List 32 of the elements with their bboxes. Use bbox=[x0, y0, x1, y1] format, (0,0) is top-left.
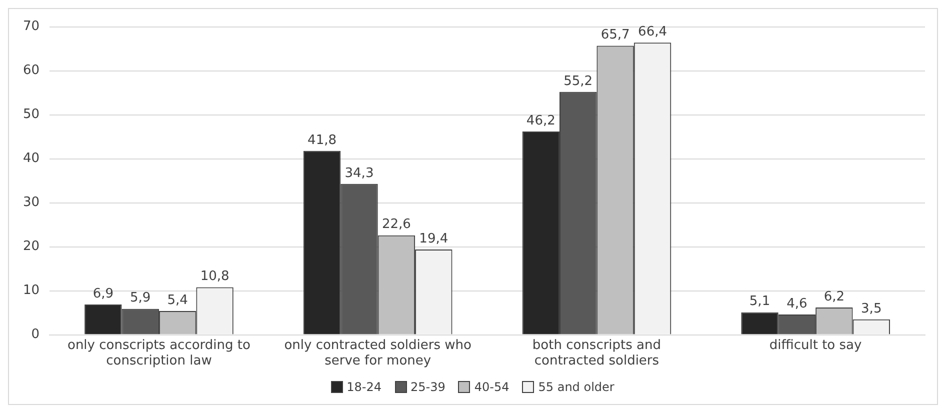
legend-label: 18-24 bbox=[346, 380, 382, 394]
y-tick-label: 40 bbox=[22, 151, 40, 166]
x-tick-label: both conscripts and contracted soldiers bbox=[532, 338, 662, 369]
y-tick-label: 0 bbox=[31, 327, 40, 342]
data-label: 46,2 bbox=[526, 113, 556, 128]
y-tick-label: 10 bbox=[22, 283, 40, 298]
data-label: 19,4 bbox=[419, 231, 448, 246]
data-label: 6,9 bbox=[92, 286, 114, 302]
x-tick-label: only contracted soldiers who serve for money bbox=[284, 338, 472, 369]
data-label: 5,1 bbox=[749, 294, 770, 310]
x-tick-label: difficult to say bbox=[769, 338, 862, 353]
data-label: 55,2 bbox=[564, 74, 593, 89]
data-label: 65,7 bbox=[600, 28, 630, 43]
legend-label: 55 and older bbox=[538, 380, 614, 394]
legend-label: 40-54 bbox=[474, 380, 510, 394]
y-tick-label: 50 bbox=[22, 107, 40, 122]
y-tick-label: 70 bbox=[22, 19, 40, 34]
data-label: 10,8 bbox=[200, 269, 230, 284]
y-tick-label: 30 bbox=[22, 195, 40, 210]
data-label: 34,3 bbox=[344, 166, 374, 181]
data-label: 5,9 bbox=[130, 290, 151, 306]
legend-label: 25-39 bbox=[410, 380, 446, 394]
data-label: 6,2 bbox=[824, 289, 845, 304]
data-label: 5,4 bbox=[167, 292, 188, 308]
data-label: 66,4 bbox=[638, 24, 667, 40]
data-label: 41,8 bbox=[308, 132, 337, 148]
x-tick-label: only conscripts according to conscription law bbox=[67, 338, 250, 369]
y-tick-label: 20 bbox=[22, 239, 40, 254]
data-label: 4,6 bbox=[786, 296, 808, 312]
data-label: 3,5 bbox=[861, 301, 882, 316]
y-tick-label: 60 bbox=[22, 63, 40, 78]
data-label: 22,6 bbox=[382, 217, 411, 232]
